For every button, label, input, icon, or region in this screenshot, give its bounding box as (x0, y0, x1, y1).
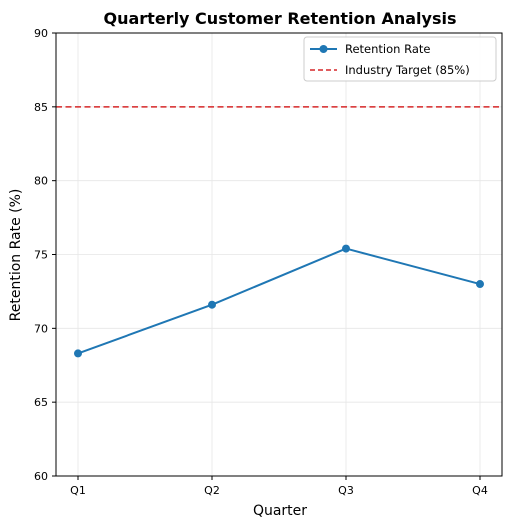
y-tick-label: 90 (34, 27, 48, 40)
y-tick-label: 65 (34, 396, 48, 409)
retention-rate-point (74, 349, 82, 358)
retention-rate-point (208, 300, 216, 309)
legend: Retention Rate Industry Target (85%) (303, 36, 497, 82)
chart-title: Quarterly Customer Retention Analysis (104, 9, 457, 28)
y-tick-label: 60 (34, 470, 48, 483)
x-tick-label: Q2 (204, 484, 220, 497)
y-tick-label: 75 (34, 249, 48, 262)
y-tick-label: 70 (34, 322, 48, 335)
retention-rate-point (342, 244, 350, 253)
x-tick-label: Q4 (472, 484, 488, 497)
series-layer (74, 244, 484, 358)
retention-rate-line (77, 247, 481, 355)
y-axis-label: Retention Rate (%) (8, 189, 24, 322)
x-axis-label: Quarter (253, 503, 307, 519)
y-tick-label: 80 (34, 175, 48, 188)
grid-lines (56, 32, 502, 477)
x-tick-label: Q1 (70, 484, 86, 497)
x-tick-label: Q3 (338, 484, 354, 497)
legend-box (303, 36, 497, 82)
y-tick-label: 85 (34, 101, 48, 114)
legend-reference-label: Industry Target (85%) (345, 63, 470, 77)
x-axis-ticks: Q1 Q2 Q3 Q4 (70, 476, 488, 497)
retention-rate-point (476, 280, 484, 289)
y-axis-ticks: 60 65 70 75 80 85 90 (34, 27, 56, 483)
legend-series-marker (319, 45, 328, 53)
legend-series-label: Retention Rate (345, 42, 430, 56)
